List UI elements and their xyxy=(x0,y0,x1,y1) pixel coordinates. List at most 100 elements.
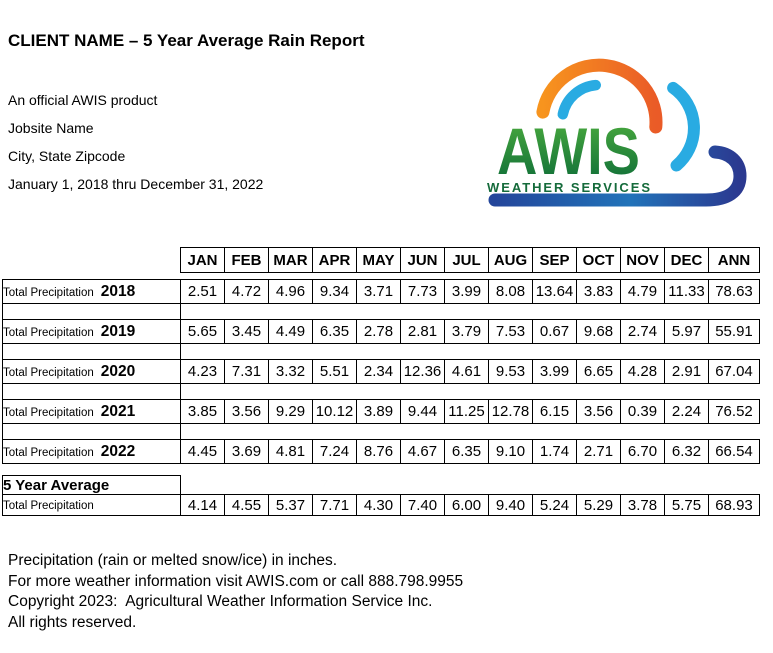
footer-rights: All rights reserved. xyxy=(8,613,137,631)
value-cell: 2.81 xyxy=(400,319,445,344)
value-cell: 4.30 xyxy=(356,494,401,516)
value-cell: 6.15 xyxy=(532,399,577,424)
value-cell: 9.68 xyxy=(576,319,621,344)
value-cell: 7.73 xyxy=(400,279,445,304)
value-cell: 7.71 xyxy=(312,494,357,516)
month-header: DEC xyxy=(664,247,709,273)
spacer xyxy=(2,383,760,400)
value-cell: 7.40 xyxy=(400,494,445,516)
row-label-cell: Total Precipitation 2018 xyxy=(2,279,181,304)
report-title: CLIENT NAME – 5 Year Average Rain Report xyxy=(8,31,365,50)
month-header: JAN xyxy=(180,247,225,273)
value-cell: 3.83 xyxy=(576,279,621,304)
awis-logo-text: AWIS xyxy=(497,114,640,188)
spacer xyxy=(2,423,760,440)
value-cell: 4.67 xyxy=(400,439,445,464)
value-cell: 4.79 xyxy=(620,279,665,304)
value-cell: 3.45 xyxy=(224,319,269,344)
value-cell: 9.44 xyxy=(400,399,445,424)
cloud-arc-inner-blue-icon xyxy=(557,79,602,120)
month-header: OCT xyxy=(576,247,621,273)
row-label-cell: Total Precipitation 2019 xyxy=(2,319,181,344)
value-cell: 78.63 xyxy=(708,279,760,304)
value-cell: 3.79 xyxy=(444,319,489,344)
value-cell: 7.31 xyxy=(224,359,269,384)
value-cell: 5.24 xyxy=(532,494,577,516)
precipitation-table: JAN FEB MAR APR MAY JUN JUL AUG SEP OCT … xyxy=(2,247,760,516)
value-cell: 4.49 xyxy=(268,319,313,344)
month-header: SEP xyxy=(532,247,577,273)
value-cell: 3.85 xyxy=(180,399,225,424)
spacer xyxy=(3,273,760,280)
year-label: 2022 xyxy=(100,442,136,460)
value-cell: 0.39 xyxy=(620,399,665,424)
value-cell: 3.32 xyxy=(268,359,313,384)
value-cell: 12.36 xyxy=(400,359,445,384)
value-cell: 9.29 xyxy=(268,399,313,424)
value-cell: 3.99 xyxy=(444,279,489,304)
month-header: MAR xyxy=(268,247,313,273)
value-cell: 10.12 xyxy=(312,399,357,424)
year-label: 2018 xyxy=(100,282,136,300)
date-range-line: January 1, 2018 thru December 31, 2022 xyxy=(8,176,264,192)
value-cell: 6.35 xyxy=(312,319,357,344)
value-cell: 5.65 xyxy=(180,319,225,344)
year-label: 2021 xyxy=(100,402,136,420)
value-cell: 5.51 xyxy=(312,359,357,384)
value-cell: 11.33 xyxy=(664,279,709,304)
table-row-average: Total Precipitation 4.14 4.55 5.37 7.71 … xyxy=(2,494,760,516)
awis-logo-subtitle: WEATHER SERVICES xyxy=(487,180,650,195)
jobsite-line: Jobsite Name xyxy=(8,120,94,136)
value-cell: 2.74 xyxy=(620,319,665,344)
row-label-cell: Total Precipitation 2022 xyxy=(2,439,181,464)
value-cell: 9.53 xyxy=(488,359,533,384)
value-cell: 3.78 xyxy=(620,494,665,516)
value-cell: 66.54 xyxy=(708,439,760,464)
footer-notes: Precipitation (rain or melted snow/ice) … xyxy=(8,551,463,633)
value-cell: 3.56 xyxy=(576,399,621,424)
value-cell: 13.64 xyxy=(532,279,577,304)
value-cell: 9.40 xyxy=(488,494,533,516)
value-cell: 4.45 xyxy=(180,439,225,464)
row-label: Total Precipitation xyxy=(3,286,94,299)
value-cell: 55.91 xyxy=(708,319,760,344)
value-cell: 0.67 xyxy=(532,319,577,344)
product-line: An official AWIS product xyxy=(8,92,158,108)
average-header-blank xyxy=(181,476,760,495)
awis-logo: AWIS WEATHER SERVICES xyxy=(487,58,747,207)
value-cell: 2.71 xyxy=(576,439,621,464)
average-section-header: 5 Year Average xyxy=(2,475,181,495)
footer-copyright: Copyright 2023: Agricultural Weather Inf… xyxy=(8,593,433,610)
year-label: 2019 xyxy=(100,322,136,340)
cloud-arc-orange-icon xyxy=(536,58,663,134)
value-cell: 2.51 xyxy=(180,279,225,304)
location-line: City, State Zipcode xyxy=(8,148,126,164)
value-cell: 6.35 xyxy=(444,439,489,464)
value-cell: 4.23 xyxy=(180,359,225,384)
value-cell: 1.74 xyxy=(532,439,577,464)
month-header: JUL xyxy=(444,247,489,273)
value-cell: 4.28 xyxy=(620,359,665,384)
spacer xyxy=(2,303,760,320)
month-header: AUG xyxy=(488,247,533,273)
value-cell: 6.65 xyxy=(576,359,621,384)
value-cell: 9.10 xyxy=(488,439,533,464)
value-cell: 68.93 xyxy=(708,494,760,516)
month-header: APR xyxy=(312,247,357,273)
value-cell: 4.96 xyxy=(268,279,313,304)
table-row-2020: Total Precipitation 2020 4.23 7.31 3.32 5… xyxy=(2,359,760,384)
value-cell: 2.78 xyxy=(356,319,401,344)
value-cell: 2.34 xyxy=(356,359,401,384)
average-section-header-row: 5 Year Average xyxy=(2,475,760,495)
value-cell: 2.24 xyxy=(664,399,709,424)
table-row-2019: Total Precipitation 2019 5.65 3.45 4.49 6… xyxy=(2,319,760,344)
table-row-2021: Total Precipitation 2021 3.85 3.56 9.29 1… xyxy=(2,399,760,424)
value-cell: 6.00 xyxy=(444,494,489,516)
value-cell: 5.29 xyxy=(576,494,621,516)
row-label: Total Precipitation xyxy=(3,500,94,512)
value-cell: 4.55 xyxy=(224,494,269,516)
value-cell: 5.37 xyxy=(268,494,313,516)
value-cell: 6.70 xyxy=(620,439,665,464)
table-row-2022: Total Precipitation 2022 4.45 3.69 4.81 7… xyxy=(2,439,760,464)
month-header: NOV xyxy=(620,247,665,273)
